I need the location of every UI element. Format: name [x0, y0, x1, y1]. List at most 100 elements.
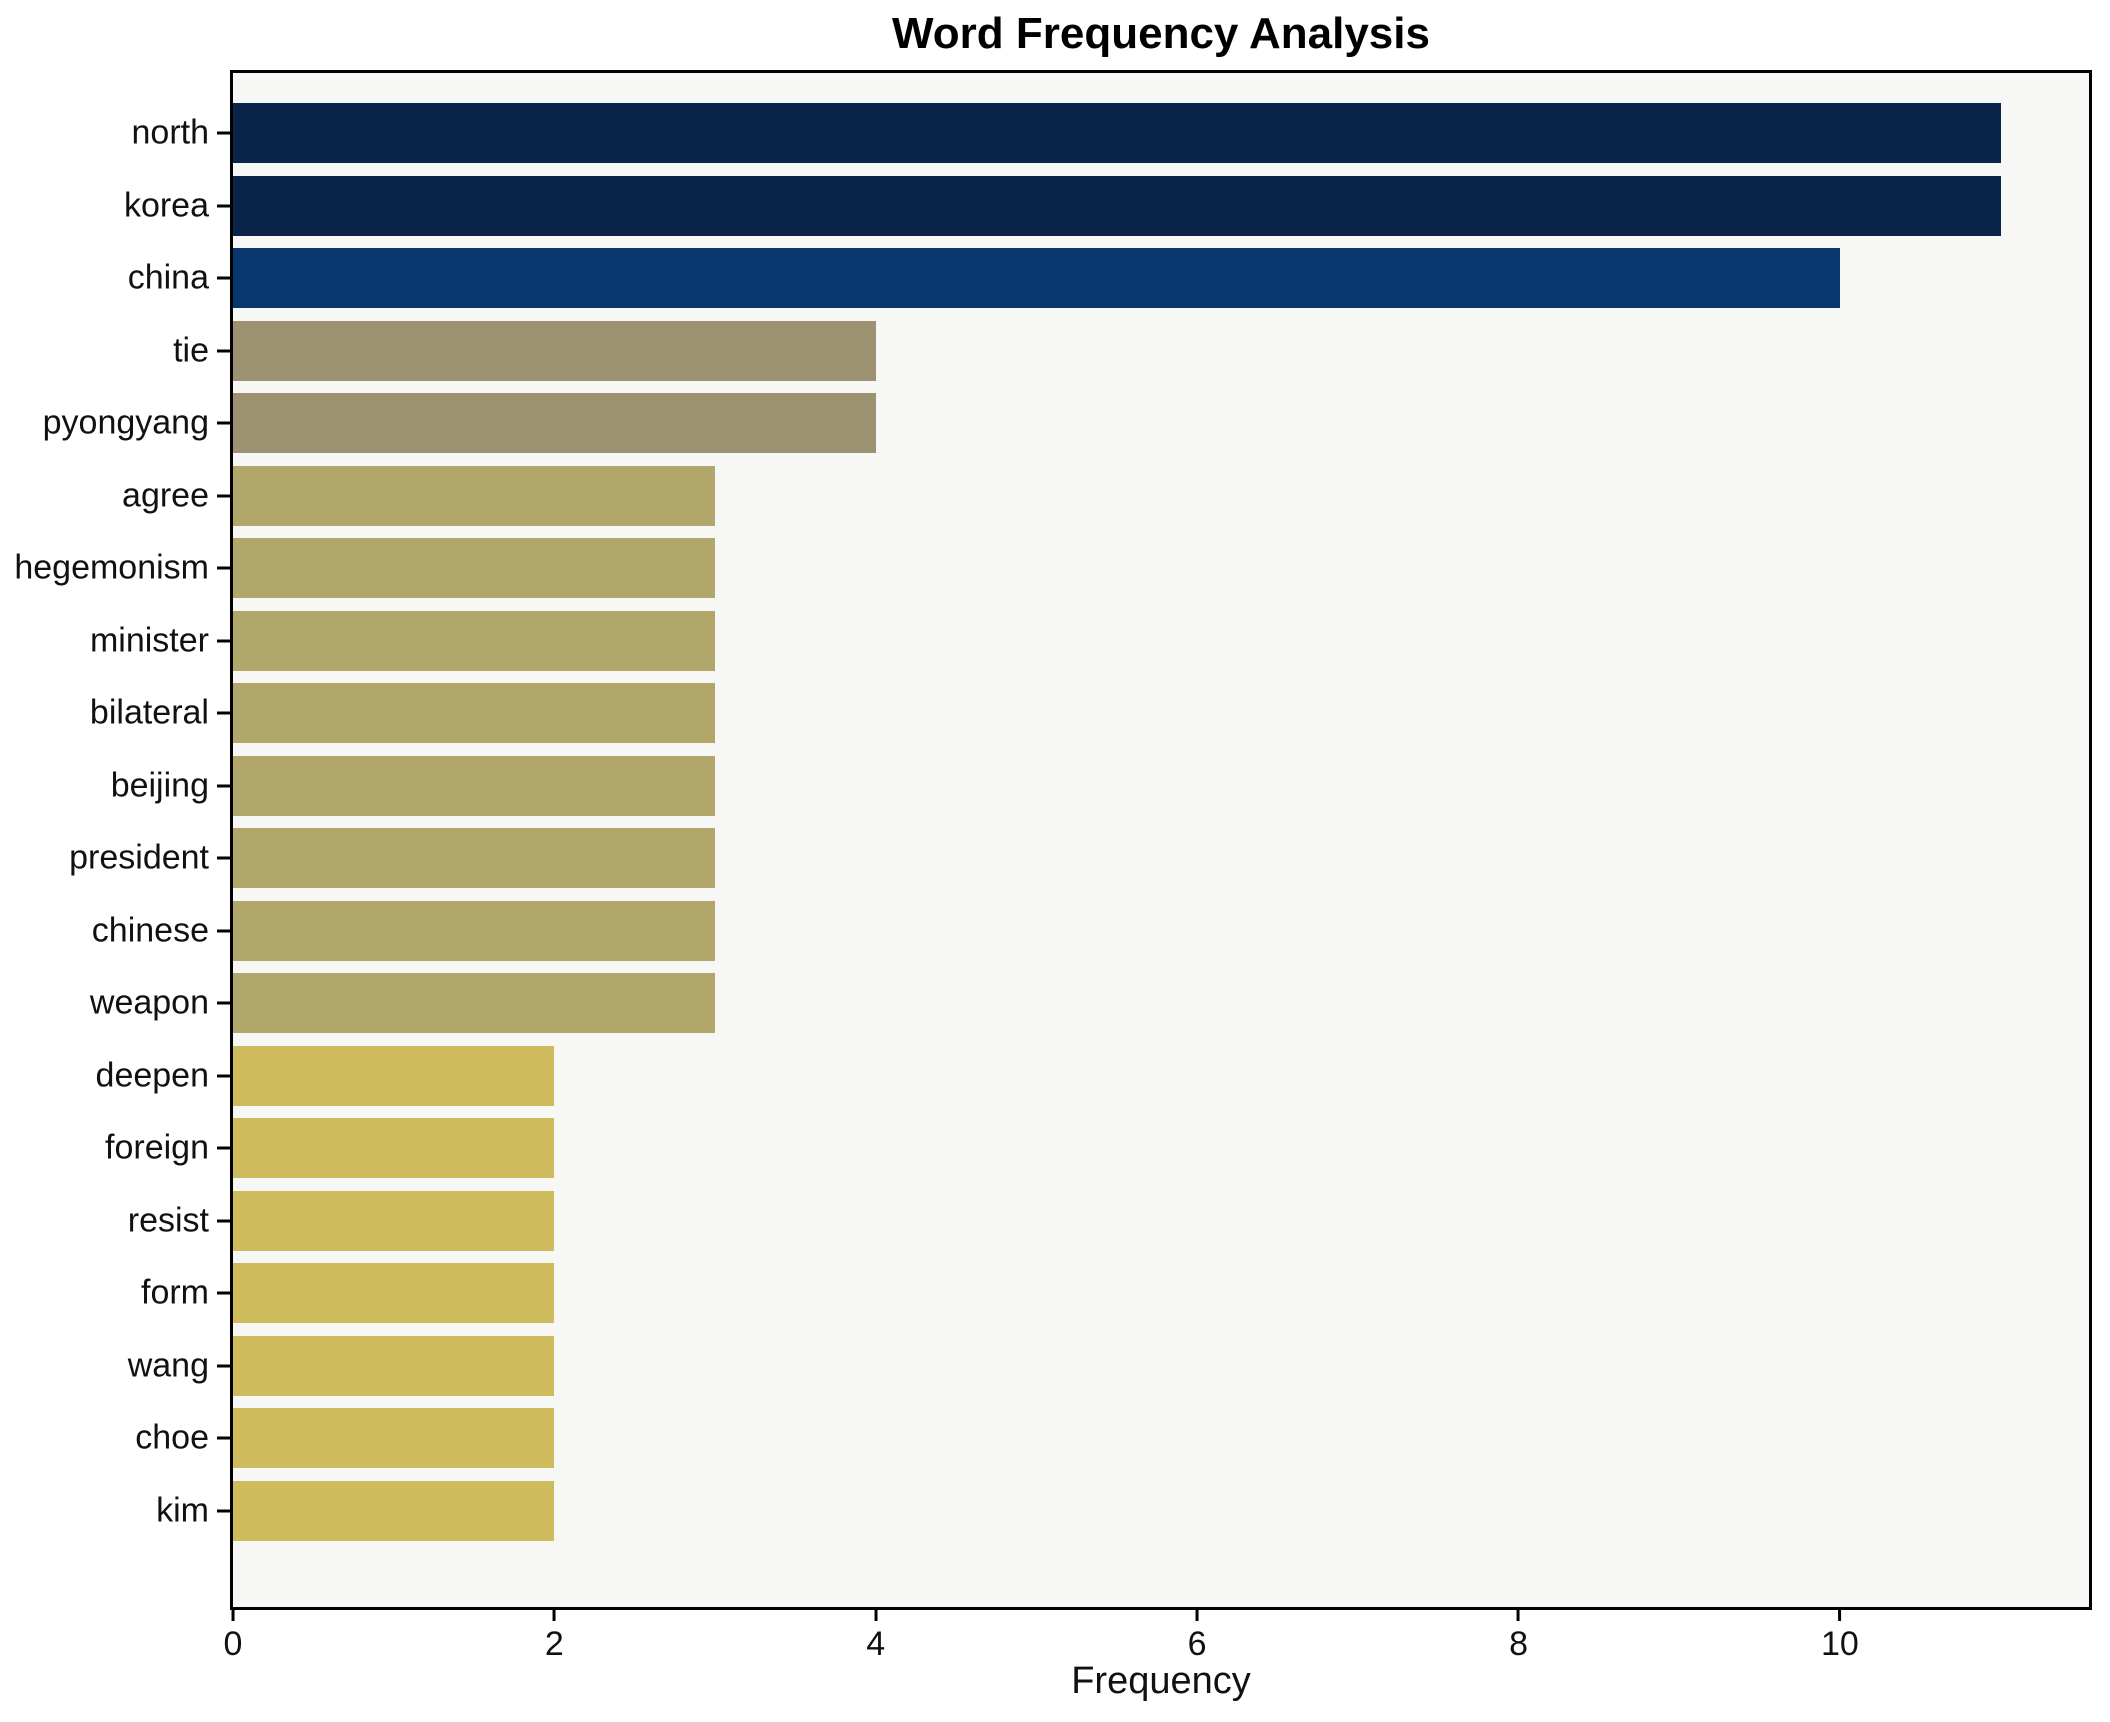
bar-row: pyongyang	[43, 393, 2089, 454]
y-tick-mark	[217, 421, 230, 425]
y-tick-mark	[217, 711, 230, 715]
bar-row: deepen	[96, 1045, 2089, 1106]
x-tick-mark	[552, 1607, 556, 1621]
y-tick-label: resist	[127, 1201, 209, 1240]
x-tick-label: 4	[866, 1625, 886, 1663]
plot-area: north korea china tie pyongyang agree hegemoni…	[14, 70, 2092, 1661]
x-tick: 2	[545, 1607, 564, 1661]
chart-title: Word Frequency Analysis	[892, 9, 1430, 58]
y-tick-label: weapon	[89, 983, 209, 1022]
bar-form	[233, 1263, 555, 1324]
y-tick-mark	[217, 1001, 230, 1005]
y-tick-label: north	[131, 113, 210, 152]
y-tick-mark	[217, 929, 230, 933]
y-tick-mark	[217, 1509, 230, 1513]
x-tick-mark	[874, 1607, 878, 1621]
x-tick: 10	[1821, 1607, 1859, 1661]
bar-foreign	[233, 1118, 555, 1179]
bar-row: form	[141, 1263, 2089, 1324]
bar-row: president	[69, 828, 2089, 889]
y-tick-mark	[217, 1291, 230, 1295]
y-tick-mark	[217, 1436, 230, 1440]
x-tick: 0	[223, 1607, 243, 1663]
bar-row: korea	[124, 175, 2089, 236]
bar-agree	[233, 465, 716, 526]
bar-row: agree	[122, 465, 2089, 526]
x-tick-label: 10	[1821, 1625, 1859, 1663]
y-tick-label: foreign	[105, 1128, 209, 1167]
bar-tie	[233, 320, 876, 381]
y-tick-mark	[217, 1219, 230, 1223]
bar-pyongyang	[233, 393, 876, 454]
bar-row: choe	[135, 1408, 2089, 1469]
bar-china	[233, 248, 1840, 309]
bar-row: chinese	[92, 900, 2089, 961]
y-tick-mark	[217, 784, 230, 788]
y-tick-mark	[217, 131, 230, 135]
y-tick-mark	[217, 349, 230, 353]
x-tick-label: 0	[223, 1625, 243, 1663]
bar-resist	[233, 1190, 555, 1251]
bar-row: china	[128, 248, 2089, 309]
bar-kim	[233, 1480, 555, 1541]
bar-row: foreign	[105, 1118, 2089, 1179]
y-tick-label: deepen	[95, 1056, 209, 1095]
bar-row: wang	[128, 1335, 2089, 1396]
x-tick-mark	[1517, 1607, 1521, 1621]
x-tick-mark	[1838, 1607, 1842, 1621]
y-tick-mark	[217, 566, 230, 570]
y-tick-label: chinese	[91, 911, 209, 950]
y-tick-label: wang	[127, 1346, 209, 1385]
bar-president	[233, 828, 716, 889]
bar-row: north	[132, 103, 2089, 163]
bar-wang	[233, 1335, 555, 1396]
x-tick-label: 8	[1509, 1625, 1528, 1663]
bar-choe	[233, 1408, 555, 1469]
bars-container: north korea china tie pyongyang agree hegemoni…	[14, 73, 2089, 1607]
y-tick-label: president	[69, 838, 209, 877]
bar-row: kim	[156, 1480, 2089, 1541]
x-tick: 6	[1188, 1607, 1207, 1661]
y-tick-label: choe	[135, 1418, 209, 1457]
bar-row: weapon	[90, 973, 2089, 1034]
y-tick-label: tie	[173, 331, 209, 370]
y-tick-mark	[217, 639, 230, 643]
bar-minister	[233, 610, 716, 671]
bar-beijing	[233, 755, 716, 816]
bar-row: minister	[90, 610, 2089, 671]
bar-row: tie	[173, 320, 2089, 381]
y-tick-label: pyongyang	[42, 403, 209, 442]
y-tick-label: beijing	[110, 766, 209, 805]
y-tick-label: hegemonism	[14, 548, 209, 587]
y-tick-mark	[217, 1074, 230, 1078]
bar-row: hegemonism	[14, 538, 2089, 599]
x-tick-label: 2	[544, 1625, 564, 1663]
y-tick-mark	[217, 204, 230, 208]
x-tick: 8	[1509, 1607, 1528, 1661]
y-tick-label: minister	[89, 621, 209, 660]
y-tick-mark	[217, 1146, 230, 1150]
y-tick-label: korea	[123, 186, 209, 225]
y-tick-label: agree	[122, 476, 209, 515]
x-axis-ticks: 0 2 4 6 8 10	[224, 1607, 2089, 1677]
x-axis-label: Frequency	[1071, 1660, 1251, 1702]
y-tick-label: kim	[156, 1491, 209, 1530]
x-tick-mark	[1195, 1607, 1199, 1621]
bar-row: beijing	[111, 755, 2089, 816]
x-tick-mark	[231, 1607, 235, 1621]
y-tick-mark	[217, 1364, 230, 1368]
x-tick: 4	[866, 1607, 885, 1661]
bar-chinese	[233, 900, 716, 961]
y-tick-label: form	[141, 1273, 209, 1312]
y-tick-mark	[217, 856, 230, 860]
bar-deepen	[233, 1045, 555, 1106]
y-tick-mark	[217, 276, 230, 280]
y-tick-label: bilateral	[89, 693, 209, 732]
bar-bilateral	[233, 683, 716, 744]
x-tick-label: 6	[1187, 1625, 1207, 1663]
y-tick-mark	[217, 494, 230, 498]
bar-north	[233, 103, 2001, 163]
bar-weapon	[233, 973, 716, 1034]
bar-hegemonism	[233, 538, 716, 599]
